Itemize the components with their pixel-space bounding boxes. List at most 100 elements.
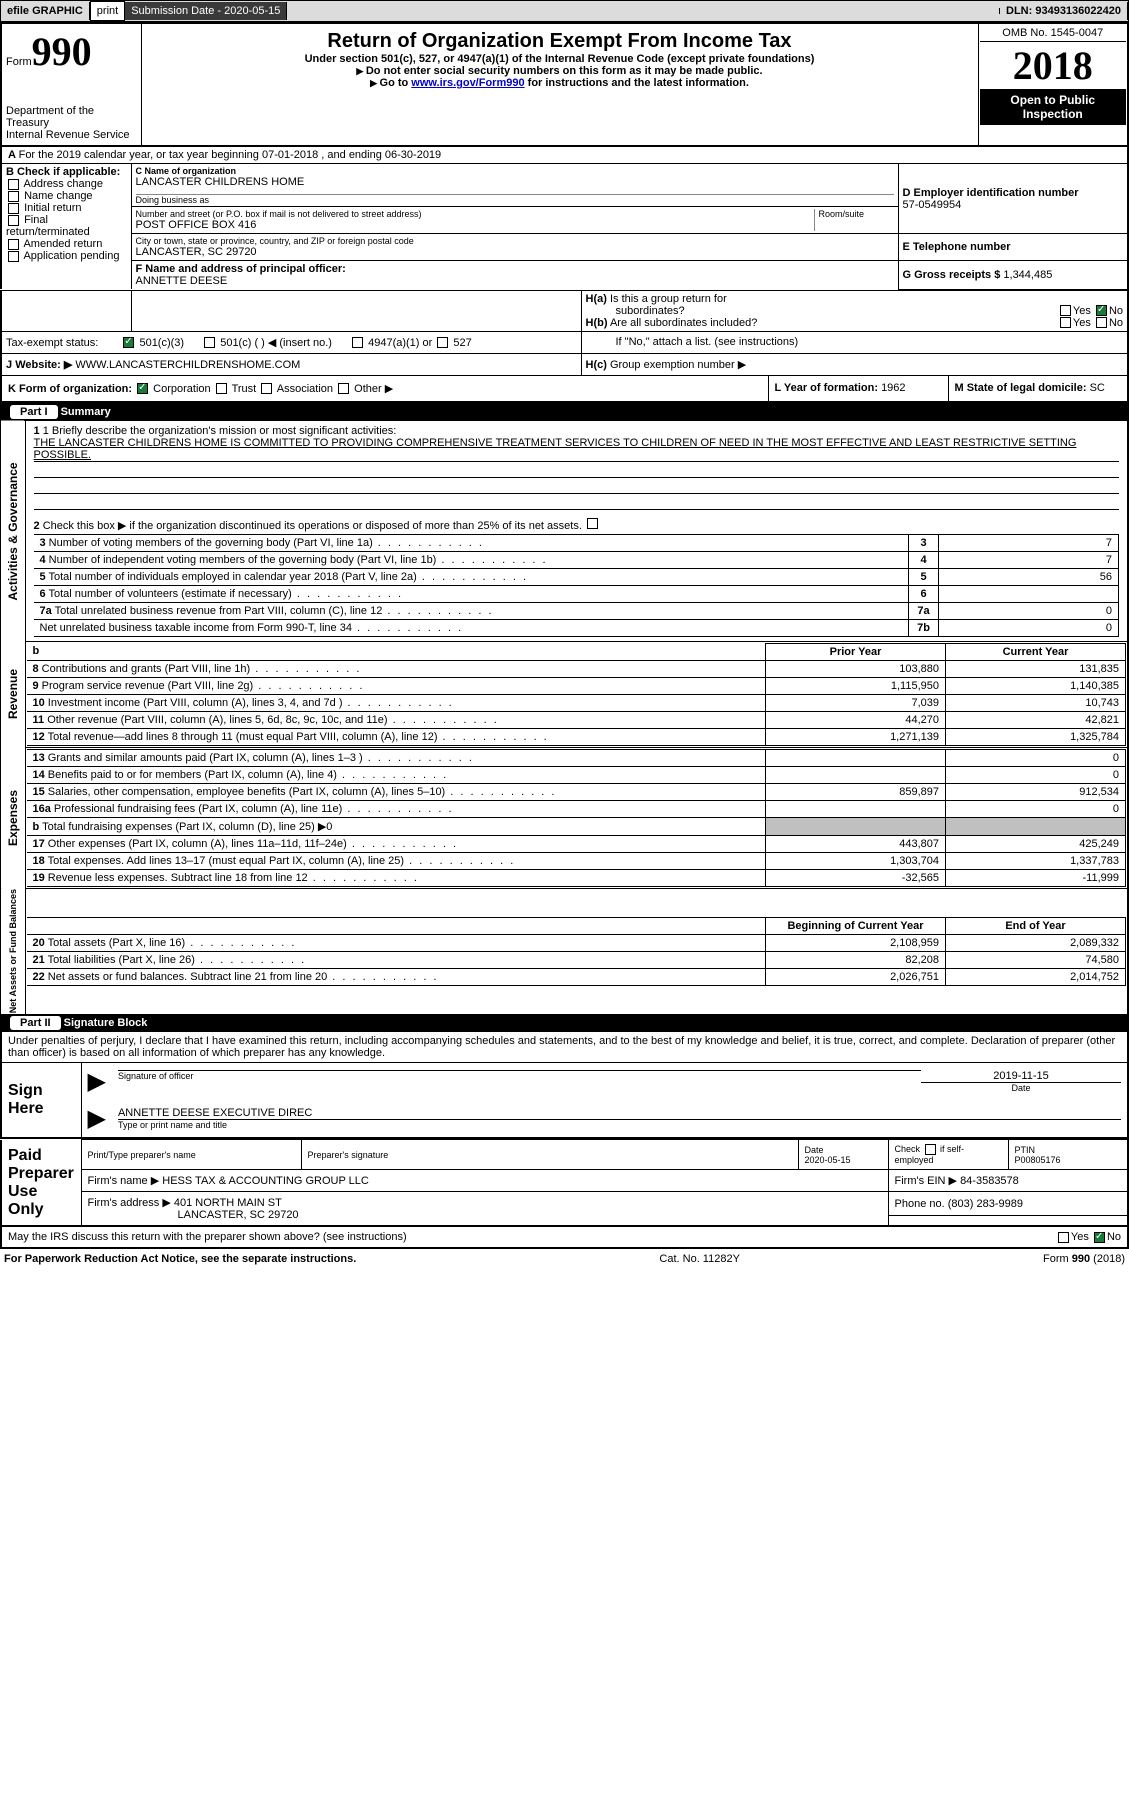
checkbox-amended[interactable]: [8, 239, 19, 250]
checkbox-assoc[interactable]: [261, 383, 272, 394]
subtitle-1: Under section 501(c), 527, or 4947(a)(1)…: [148, 53, 972, 65]
subtitle-2: Do not enter social security numbers on …: [148, 65, 972, 77]
prior-value: 1,115,950: [766, 677, 946, 694]
paid-preparer-label: Paid Preparer Use Only: [1, 1140, 81, 1227]
line-label: 12 Total revenue—add lines 8 through 11 …: [27, 728, 766, 745]
checkbox-ha-yes[interactable]: [1060, 305, 1071, 316]
current-value: 2,014,752: [946, 968, 1126, 985]
officer-label: F Name and address of principal officer:: [136, 263, 894, 275]
line-label: 5 Total number of individuals employed i…: [34, 568, 909, 585]
checkbox-final-return[interactable]: [8, 215, 19, 226]
website-value: WWW.LANCASTERCHILDRENSHOME.COM: [75, 359, 300, 371]
line-label: 13 Grants and similar amounts paid (Part…: [27, 749, 766, 766]
prior-value: 7,039: [766, 694, 946, 711]
ein-label: D Employer identification number: [903, 187, 1124, 199]
checkbox-other[interactable]: [338, 383, 349, 394]
line-label: 17 Other expenses (Part IX, column (A), …: [27, 835, 766, 852]
form-header: Form990 Department of the Treasury Inter…: [0, 22, 1129, 147]
side-netassets: Net Assets or Fund Balances: [1, 888, 25, 1014]
line-label: Net unrelated business taxable income fr…: [34, 619, 909, 636]
self-employed: Check if self-employed: [888, 1140, 1008, 1170]
line-label: 20 Total assets (Part X, line 16): [27, 934, 766, 951]
submission-date: Submission Date - 2020-05-15: [125, 2, 287, 20]
attestation: Under penalties of perjury, I declare th…: [0, 1032, 1129, 1063]
line-label: 10 Investment income (Part VIII, column …: [27, 694, 766, 711]
prep-name-label: Print/Type preparer's name: [81, 1140, 301, 1170]
line-box: 7a: [909, 602, 939, 619]
prior-value: -32,565: [766, 869, 946, 886]
side-expenses: Expenses: [1, 747, 25, 888]
checkbox-name-change[interactable]: [8, 191, 19, 202]
line-box: 3: [909, 534, 939, 551]
mission-text: THE LANCASTER CHILDRENS HOME IS COMMITTE…: [34, 437, 1120, 462]
prep-date: 2020-05-15: [805, 1155, 851, 1165]
firm-ein: 84-3583578: [960, 1175, 1019, 1187]
current-value: 1,325,784: [946, 728, 1126, 745]
checkbox-527[interactable]: [437, 337, 448, 348]
checkbox-pending[interactable]: [8, 251, 19, 262]
prior-value: 1,303,704: [766, 852, 946, 869]
current-value: 10,743: [946, 694, 1126, 711]
dept-label: Department of the Treasury: [6, 105, 137, 129]
line-label: 22 Net assets or fund balances. Subtract…: [27, 968, 766, 985]
line-label: 3 Number of voting members of the govern…: [34, 534, 909, 551]
current-value: 0: [946, 800, 1126, 817]
sig-date: 2019-11-15: [921, 1070, 1121, 1083]
prior-value: 443,807: [766, 835, 946, 852]
line-value: [939, 585, 1119, 602]
current-value: 1,140,385: [946, 677, 1126, 694]
checkbox-discuss-no[interactable]: [1094, 1232, 1105, 1243]
checkbox-501c[interactable]: [204, 337, 215, 348]
footer: For Paperwork Reduction Act Notice, see …: [0, 1249, 1129, 1269]
current-value: 42,821: [946, 711, 1126, 728]
checkbox-hb-yes[interactable]: [1060, 317, 1071, 328]
shaded-cell: [766, 817, 946, 835]
dba-label: Doing business as: [136, 194, 894, 204]
prior-value: 2,026,751: [766, 968, 946, 985]
current-value: 912,534: [946, 783, 1126, 800]
line-box: 5: [909, 568, 939, 585]
col-end: End of Year: [946, 917, 1126, 934]
current-value: 0: [946, 766, 1126, 783]
checkbox-ha-no[interactable]: [1096, 305, 1107, 316]
checkbox-discuss-yes[interactable]: [1058, 1232, 1069, 1243]
current-value: 0: [946, 749, 1126, 766]
line-value: 0: [939, 619, 1119, 636]
line-label: 16a Professional fundraising fees (Part …: [27, 800, 766, 817]
officer-printed: ANNETTE DEESE EXECUTIVE DIREC: [118, 1107, 1121, 1119]
line1-label: 1 1 Briefly describe the organization's …: [34, 425, 1120, 437]
arrow-icon: ▶: [81, 1100, 112, 1138]
side-governance: Activities & Governance: [1, 421, 25, 642]
checkbox-501c3[interactable]: [123, 337, 134, 348]
side-revenue: Revenue: [1, 641, 25, 747]
tax-exempt-label: Tax-exempt status:: [6, 337, 98, 349]
checkbox-self-employed[interactable]: [925, 1144, 936, 1155]
org-name-label: C Name of organization: [136, 166, 894, 176]
checkbox-trust[interactable]: [216, 383, 227, 394]
org-name: LANCASTER CHILDRENS HOME: [136, 176, 894, 188]
year-formation: 1962: [881, 382, 905, 394]
line-label: 4 Number of independent voting members o…: [34, 551, 909, 568]
irs-link[interactable]: www.irs.gov/Form990: [411, 77, 524, 89]
prior-value: [766, 749, 946, 766]
sign-here-label: Sign Here: [1, 1063, 81, 1138]
part1-header: Part I Part I SummarySummary: [0, 403, 1129, 421]
checkbox-hb-no[interactable]: [1096, 317, 1107, 328]
checkbox-initial-return[interactable]: [8, 203, 19, 214]
checkbox-address-change[interactable]: [8, 179, 19, 190]
checkbox-4947[interactable]: [352, 337, 363, 348]
gross-receipts-value: 1,344,485: [1003, 269, 1052, 281]
current-value: 131,835: [946, 660, 1126, 677]
subtitle-3: Go to www.irs.gov/Form990 for instructio…: [148, 77, 972, 89]
omb-number: OMB No. 1545-0047: [980, 25, 1127, 42]
website-label: Website: ▶: [15, 359, 72, 371]
public-inspection: Open to Public Inspection: [980, 89, 1127, 125]
print-button[interactable]: print: [90, 1, 125, 21]
current-value: 425,249: [946, 835, 1126, 852]
line-b-stub: b: [27, 643, 766, 660]
spacer: [287, 8, 1000, 14]
hc-label: Group exemption number ▶: [610, 359, 746, 371]
checkbox-corp[interactable]: [137, 383, 148, 394]
current-value: -11,999: [946, 869, 1126, 886]
checkbox-discontinued[interactable]: [587, 518, 598, 529]
